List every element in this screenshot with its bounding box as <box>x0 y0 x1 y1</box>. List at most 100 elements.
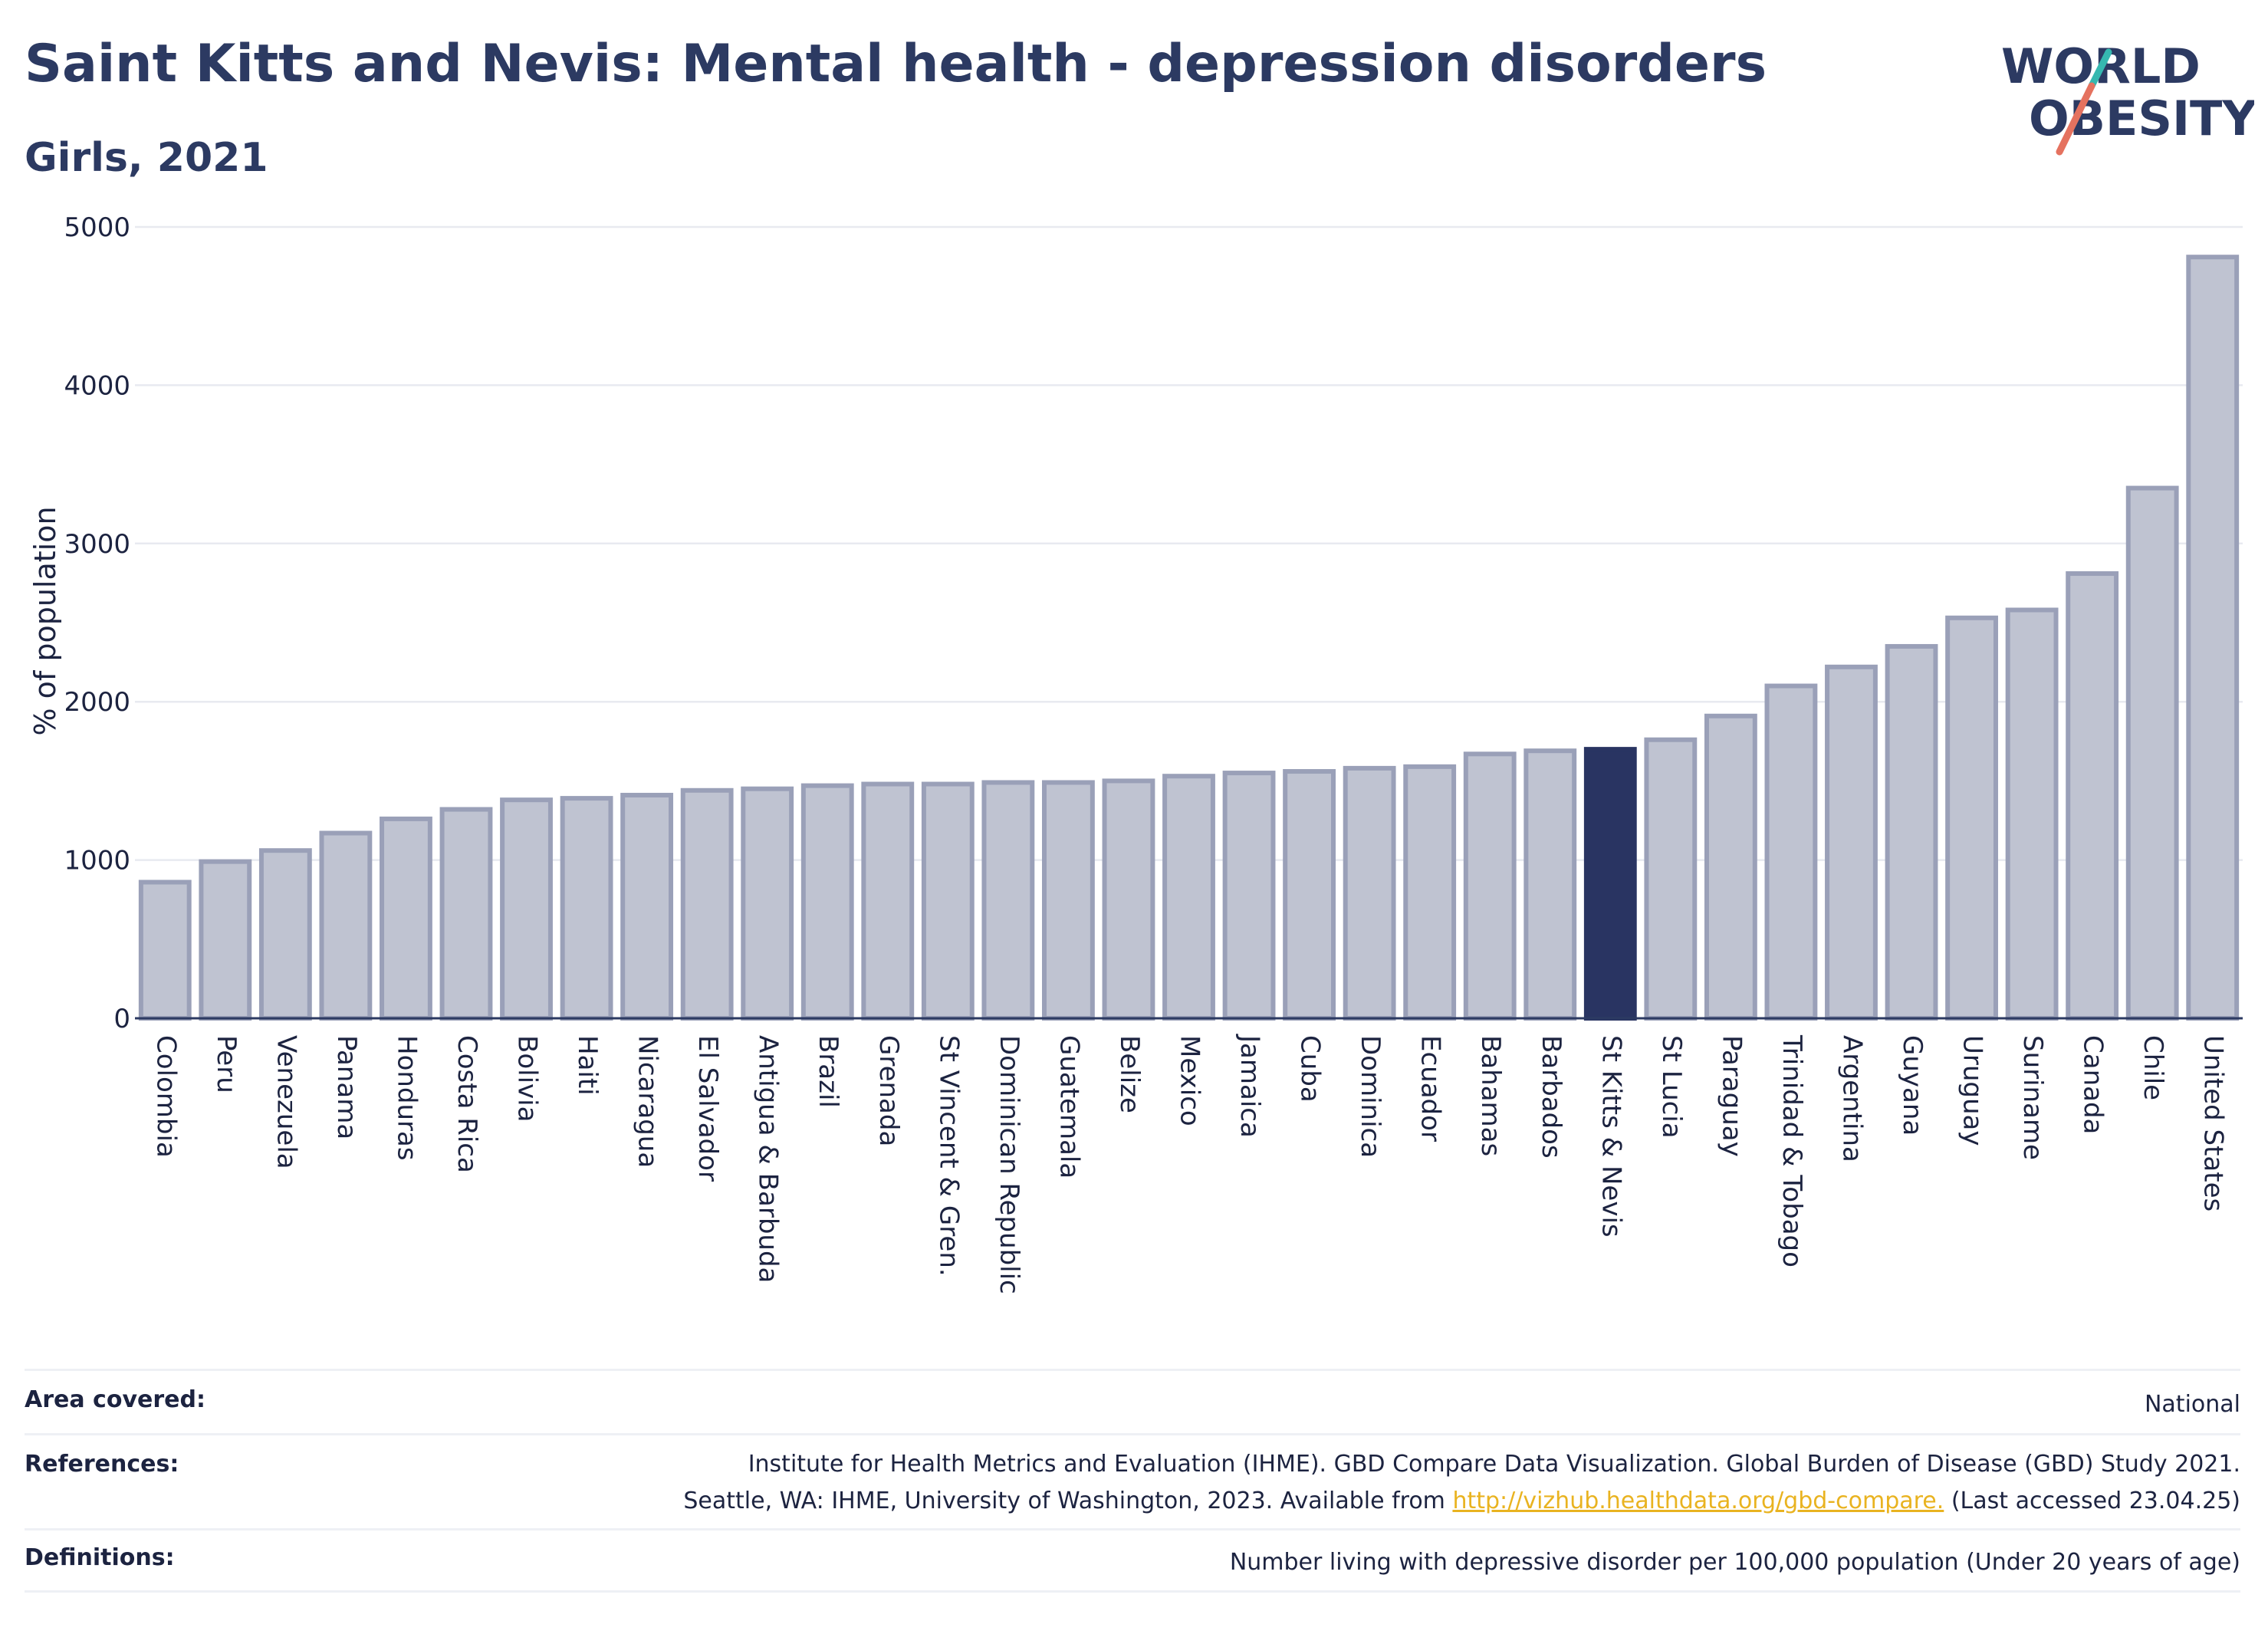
x-tick-label: Uruguay <box>1957 1035 1988 1146</box>
bar-chart: 0 1000 2000 3000 4000 5000 Colombia Peru Venezu… <box>28 212 2243 1294</box>
y-tick-label: 3000 <box>64 529 130 560</box>
references-line-2-suffix: (Last accessed 23.04.25) <box>1944 1488 2240 1514</box>
logo-slash-red <box>2056 82 2095 156</box>
x-tick-label: Jamaica <box>1234 1034 1265 1138</box>
y-tick-label: 1000 <box>64 846 130 876</box>
bar-chile <box>2125 485 2179 1021</box>
x-tick-label: El Salvador <box>692 1035 723 1182</box>
references-line-2-prefix: Seattle, WA: IHME, University of Washing… <box>683 1488 1453 1514</box>
x-tick-label: St Lucia <box>1656 1035 1687 1139</box>
x-tick-label: Paraguay <box>1716 1035 1747 1157</box>
bar-honduras <box>380 816 432 1021</box>
bar-canada <box>2066 571 2119 1021</box>
x-tick-label: Belize <box>1114 1035 1145 1113</box>
footer-row-definitions: Definitions: Number living with depressi… <box>25 1528 2240 1593</box>
references-line-1: Institute for Health Metrics and Evaluat… <box>748 1451 2240 1478</box>
bar-st-lucia <box>1644 737 1698 1021</box>
bar-united-states <box>2186 255 2240 1021</box>
x-tick-label: Guatemala <box>1053 1035 1084 1179</box>
chart-subtitle: Girls, 2021 <box>25 135 268 181</box>
x-tick-label: Antigua & Barbuda <box>753 1035 784 1283</box>
references-label: References: <box>25 1451 179 1478</box>
x-tick-label: Guyana <box>1897 1035 1928 1136</box>
x-tick-label: Venezuela <box>271 1035 301 1169</box>
x-tick-label: Dominica <box>1355 1035 1385 1158</box>
bar-cuba <box>1283 769 1336 1021</box>
bar-argentina <box>1825 664 1878 1021</box>
x-tick-label: Argentina <box>1836 1035 1867 1162</box>
x-tick-label: Ecuador <box>1415 1035 1446 1142</box>
footer-row-references: References: Institute for Health Metrics… <box>25 1433 2240 1528</box>
definitions-value: Number living with depressive disorder p… <box>1229 1549 2240 1576</box>
references-value: Institute for Health Metrics and Evaluat… <box>683 1446 2240 1520</box>
bar-peru <box>199 859 252 1021</box>
bars <box>138 255 2240 1021</box>
x-tick-label: Bolivia <box>512 1035 543 1122</box>
references-line-2: Seattle, WA: IHME, University of Washing… <box>683 1483 2240 1520</box>
y-tick-label: 4000 <box>64 370 130 401</box>
x-tick-label: Bahamas <box>1475 1035 1506 1156</box>
bar-belize <box>1102 778 1155 1021</box>
x-tick-label: Colombia <box>150 1035 181 1158</box>
bar-st-kitts-nevis <box>1583 747 1637 1021</box>
x-tick-label: Honduras <box>391 1035 422 1161</box>
bar-venezuela <box>258 848 312 1021</box>
bar-ecuador <box>1403 764 1457 1021</box>
bar-grenada <box>861 781 915 1021</box>
bar-bahamas <box>1463 751 1517 1021</box>
x-tick-label: Barbados <box>1536 1035 1566 1159</box>
bar-uruguay <box>1945 615 1998 1021</box>
bar-st-vincent-gren <box>921 781 975 1021</box>
x-tick-label: United States <box>2198 1035 2229 1212</box>
bar-brazil <box>800 783 854 1021</box>
bar-nicaragua <box>620 792 674 1021</box>
bar-dominican-republic <box>981 780 1035 1021</box>
x-tick-label: Mexico <box>1175 1035 1205 1126</box>
y-tick-label: 5000 <box>64 212 130 243</box>
footer-table: Area covered: National References: Insti… <box>25 1369 2240 1593</box>
x-tick-label: Brazil <box>813 1035 843 1108</box>
bar-colombia <box>138 879 192 1021</box>
x-tick-label: Trinidad & Tobago <box>1777 1034 1807 1267</box>
bar-mexico <box>1162 774 1215 1021</box>
area-covered-value: National <box>2144 1391 2240 1418</box>
x-tick-label: Dominican Republic <box>994 1035 1024 1294</box>
bar-barbados <box>1524 748 1577 1021</box>
x-tick-labels: Colombia Peru Venezuela Panama Honduras Costa… <box>150 1034 2228 1294</box>
bar-el-salvador <box>680 787 734 1021</box>
bar-antigua-barbuda <box>741 786 794 1021</box>
bar-trinidad-tobago <box>1764 683 1818 1021</box>
x-tick-label: Suriname <box>2017 1035 2048 1160</box>
x-tick-label: Haiti <box>572 1035 603 1096</box>
footer-row-area: Area covered: National <box>25 1369 2240 1433</box>
logo-slash-teal <box>2088 48 2112 90</box>
bar-bolivia <box>500 797 553 1021</box>
x-tick-label: Costa Rica <box>452 1035 482 1173</box>
bar-haiti <box>560 796 613 1021</box>
bar-panama <box>319 830 373 1021</box>
x-tick-label: Peru <box>211 1035 242 1093</box>
x-tick-label: St Kitts & Nevis <box>1596 1035 1626 1238</box>
y-tick-label: 0 <box>113 1004 130 1034</box>
bar-guyana <box>1885 643 1938 1021</box>
chart-title: Saint Kitts and Nevis: Mental health - d… <box>25 34 1767 94</box>
definitions-label: Definitions: <box>25 1544 175 1571</box>
bar-paraguay <box>1704 713 1757 1021</box>
bar-costa-rica <box>439 807 493 1021</box>
bar-suriname <box>2005 607 2059 1021</box>
world-obesity-logo: WORLD OBESITY <box>2001 38 2254 156</box>
x-tick-label: Panama <box>331 1035 362 1139</box>
x-tick-label: Grenada <box>873 1035 904 1146</box>
bar-guatemala <box>1041 780 1095 1021</box>
x-tick-label: Cuba <box>1295 1035 1326 1103</box>
x-tick-label: Nicaragua <box>633 1035 663 1168</box>
x-tick-label: Chile <box>2138 1035 2168 1100</box>
y-tick-label: 2000 <box>64 687 130 718</box>
y-axis-title: % of population <box>28 506 62 735</box>
y-tick-labels: 0 1000 2000 3000 4000 5000 <box>64 212 130 1034</box>
x-tick-label: St Vincent & Gren. <box>933 1035 964 1277</box>
x-tick-label: Canada <box>2078 1035 2109 1134</box>
references-link[interactable]: http://vizhub.healthdata.org/gbd-compare… <box>1452 1488 1944 1514</box>
bar-dominica <box>1343 765 1396 1021</box>
area-covered-label: Area covered: <box>25 1386 205 1413</box>
